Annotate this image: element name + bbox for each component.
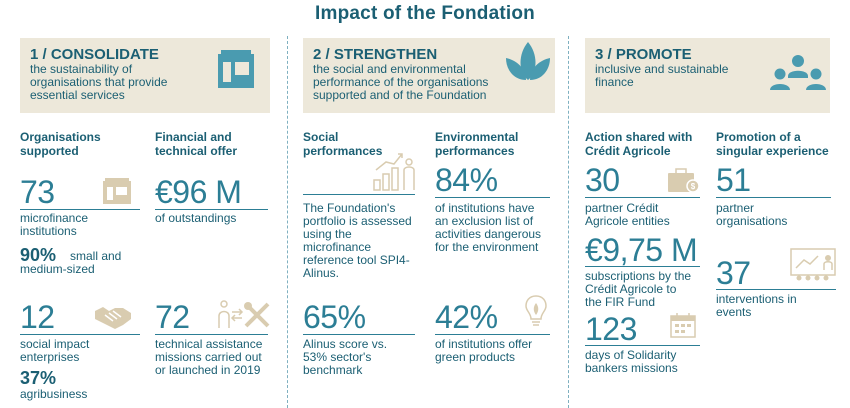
stat-51: 51	[716, 162, 751, 198]
stat-65-description: Alinus score vs. 53% sector's benchmark	[303, 337, 388, 377]
stat-37-interventions: 37	[716, 255, 751, 291]
stat-123: 123	[585, 311, 637, 347]
tools-icon	[218, 300, 270, 328]
shared-action-label: Action shared with Crédit Agricole	[585, 130, 693, 158]
presentation-icon	[790, 248, 836, 281]
section-consolidate-header: 1 / CONSOLIDATE the sustainability of or…	[20, 38, 270, 113]
leaves-icon	[506, 42, 550, 80]
building-icon	[218, 50, 254, 88]
stat-37-percent: 37%	[20, 368, 57, 388]
stat-96m-description: of outstandings	[155, 211, 237, 225]
section-subtitle: inclusive and sustainable finance	[595, 62, 729, 89]
financial-offer-label: Financial and technical offer	[155, 130, 238, 158]
stat-37-description: agribusiness	[20, 387, 88, 401]
stat-975m-description: subscriptions by the Crédit Agricole to …	[585, 269, 692, 309]
social-performances-label: Social performances	[303, 130, 383, 158]
stat-underline	[585, 345, 700, 346]
environmental-performances-label: Environmental performances	[435, 130, 519, 158]
section-subtitle: the social and environmental performance…	[313, 62, 489, 102]
stat-90-percent: 90%	[20, 245, 57, 265]
stat-30: 30	[585, 162, 620, 198]
stat-90-description: small and medium-sized	[20, 249, 122, 276]
section-heading: 2 / STRENGTHEN	[313, 46, 438, 63]
stat-underline	[303, 334, 415, 335]
stat-underline	[155, 334, 268, 335]
stat-underline	[303, 194, 415, 195]
stat-underline	[20, 334, 140, 335]
building-icon	[103, 178, 131, 204]
stat-37-interventions-description: interventions in events	[716, 292, 797, 319]
growth-chart-icon	[373, 153, 415, 191]
stat-73: 73	[20, 174, 55, 210]
handshake-icon	[95, 307, 131, 329]
stat-123-description: days of Solidarity bankers missions	[585, 348, 678, 375]
portfolio-assessment-text: The Foundation's portfolio is assessed u…	[303, 201, 412, 280]
stat-72: 72	[155, 299, 190, 335]
stat-12-description: social impact enterprises	[20, 337, 90, 364]
briefcase-money-icon: $	[668, 168, 700, 193]
organisations-supported-label: Organisations supported	[20, 130, 101, 158]
section-strengthen-header: 2 / STRENGTHEN the social and environmen…	[303, 38, 555, 113]
svg-text:$: $	[691, 182, 696, 191]
section-heading: 1 / CONSOLIDATE	[30, 46, 159, 63]
stat-underline	[435, 334, 550, 335]
singular-experience-label: Promotion of a singular experience	[716, 130, 829, 158]
people-icon	[770, 55, 826, 90]
stat-underline	[20, 209, 140, 210]
stat-975m: €9,75 M	[585, 232, 698, 268]
stat-12: 12	[20, 299, 55, 335]
stat-96m: €96 M	[155, 174, 242, 210]
stat-65-percent: 65%	[303, 299, 366, 335]
stat-underline	[585, 197, 700, 198]
stat-underline	[435, 197, 550, 198]
stat-84-percent: 84%	[435, 162, 498, 198]
section-heading: 3 / PROMOTE	[595, 46, 692, 63]
column-divider	[568, 36, 569, 408]
stat-30-description: partner Crédit Agricole entities	[585, 201, 670, 228]
calendar-icon	[670, 313, 696, 338]
stat-underline	[155, 209, 268, 210]
stat-underline	[716, 197, 831, 198]
stat-73-description: microfinance institutions	[20, 211, 89, 238]
stat-42-percent: 42%	[435, 299, 498, 335]
column-divider	[287, 36, 288, 408]
stat-72-description: technical assistance missions carried ou…	[155, 337, 263, 377]
section-subtitle: the sustainability of organisations that…	[30, 62, 168, 102]
stat-51-description: partner organisations	[716, 201, 788, 228]
section-promote-header: 3 / PROMOTE inclusive and sustainable fi…	[585, 38, 830, 113]
stat-84-description: of institutions have an exclusion list o…	[435, 201, 542, 254]
stat-underline	[585, 266, 700, 267]
stat-42-description: of institutions offer green products	[435, 337, 533, 364]
stat-underline	[716, 289, 836, 290]
lightbulb-icon	[525, 295, 547, 326]
page-title: Impact of the Fondation	[315, 3, 535, 24]
